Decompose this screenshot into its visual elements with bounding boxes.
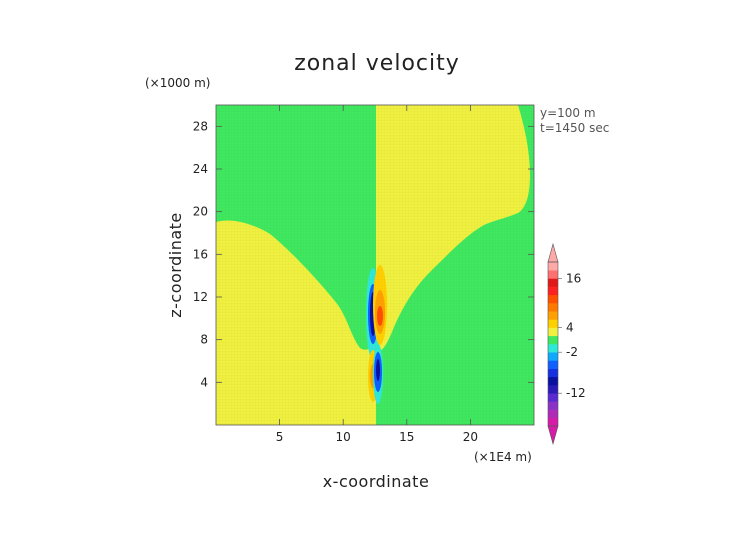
colorbar-segment — [548, 286, 558, 296]
chart-title: zonal velocity — [294, 51, 460, 76]
y-tick-label: 28 — [193, 119, 208, 133]
colorbar-min-arrow — [547, 425, 559, 446]
colorbar-segment — [548, 335, 558, 345]
x-tick-label: 5 — [276, 430, 284, 444]
colorbar-segment — [548, 262, 558, 271]
x-tick-label: 20 — [463, 430, 478, 444]
colorbar-segment — [548, 368, 558, 378]
colorbar-segment — [548, 294, 558, 304]
colorbar-segment — [548, 311, 558, 320]
x-tick-label: 10 — [336, 430, 351, 444]
y-tick-label: 24 — [193, 162, 208, 176]
colorbar-label: -12 — [566, 386, 586, 400]
colorbar-segment — [548, 327, 558, 337]
colorbar-frame — [547, 261, 559, 427]
colorbar-segment — [548, 409, 558, 419]
colorbar-segment — [548, 278, 558, 287]
y-unit-label: (×1000 m) — [145, 76, 210, 90]
x-unit-label: (×1E4 m) — [474, 450, 532, 464]
colorbar-label: -2 — [566, 345, 578, 359]
colorbar-segment — [548, 376, 558, 386]
colorbar-segment — [548, 401, 558, 410]
y-tick-label: 12 — [193, 290, 208, 304]
plot-frame — [215, 104, 535, 426]
y-axis-label: z-coordinate — [166, 212, 185, 318]
colorbar-label: 4 — [566, 321, 574, 335]
colorbar-segment — [548, 417, 558, 427]
x-ticks: 5 10 15 20 — [276, 105, 478, 444]
annotation-t: t=1450 sec — [540, 121, 609, 135]
colorbar-segment — [548, 270, 558, 279]
colorbar-max-arrow — [547, 242, 559, 263]
colorbar-label: 16 — [566, 271, 581, 285]
colorbar-segment — [548, 352, 558, 361]
colorbar-segment — [548, 360, 558, 369]
y-tick-label: 8 — [200, 333, 208, 347]
y-ticks: 4 8 12 16 20 24 28 — [193, 119, 534, 389]
colorbar-segment — [548, 303, 558, 312]
plot-area — [216, 105, 534, 425]
colorbar: 16 4 -2 -12 — [547, 242, 586, 446]
colorbar-segment — [548, 393, 558, 402]
x-tick-label: 15 — [399, 430, 414, 444]
colorbar-segment — [548, 344, 558, 353]
y-tick-label: 20 — [193, 205, 208, 219]
y-tick-label: 16 — [193, 247, 208, 261]
colorbar-segment — [548, 385, 558, 394]
colorbar-segment — [548, 319, 558, 328]
y-tick-label: 4 — [200, 375, 208, 389]
annotation-y: y=100 m — [540, 106, 596, 120]
x-axis-label: x-coordinate — [323, 472, 430, 491]
